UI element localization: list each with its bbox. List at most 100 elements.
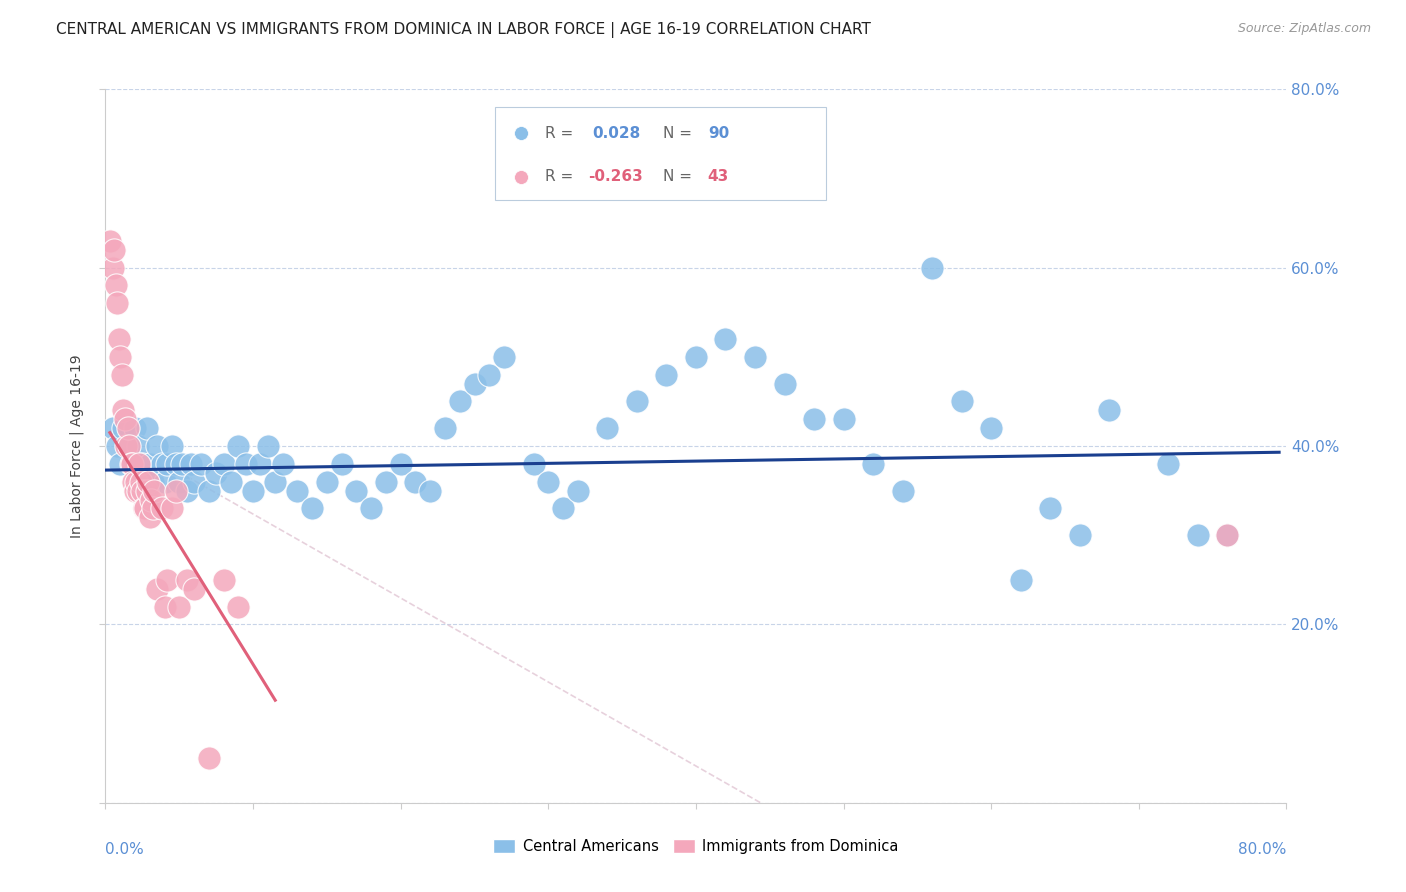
Point bbox=[537, 475, 560, 489]
Point bbox=[1069, 528, 1091, 542]
Text: 80.0%: 80.0% bbox=[1239, 842, 1286, 857]
Point bbox=[142, 501, 165, 516]
Point bbox=[165, 483, 187, 498]
Point bbox=[405, 475, 427, 489]
Point bbox=[205, 466, 228, 480]
Point bbox=[107, 332, 129, 346]
Text: 90: 90 bbox=[707, 126, 730, 141]
Point bbox=[492, 350, 515, 364]
Point bbox=[160, 501, 183, 516]
Text: N =: N = bbox=[662, 169, 697, 184]
Point bbox=[551, 501, 574, 516]
Point bbox=[1216, 528, 1239, 542]
Point bbox=[131, 457, 153, 471]
Point bbox=[124, 483, 146, 498]
Point bbox=[287, 483, 309, 498]
Point bbox=[226, 439, 250, 453]
Point bbox=[212, 457, 235, 471]
Point bbox=[242, 483, 264, 498]
Point bbox=[522, 457, 544, 471]
Point bbox=[197, 751, 219, 765]
Point bbox=[135, 421, 157, 435]
Point bbox=[125, 475, 148, 489]
Point bbox=[1039, 501, 1062, 516]
Point bbox=[117, 421, 139, 435]
Point bbox=[1157, 457, 1180, 471]
Point bbox=[110, 350, 132, 364]
Point bbox=[138, 510, 162, 524]
Point bbox=[950, 394, 973, 409]
Text: N =: N = bbox=[662, 126, 697, 141]
Point bbox=[1216, 528, 1239, 542]
Point bbox=[464, 376, 486, 391]
Point bbox=[112, 421, 135, 435]
Point bbox=[105, 439, 128, 453]
Point bbox=[315, 475, 337, 489]
Point bbox=[169, 475, 191, 489]
Point bbox=[1010, 573, 1032, 587]
Point bbox=[120, 457, 142, 471]
Point bbox=[156, 457, 179, 471]
Text: 0.0%: 0.0% bbox=[105, 842, 145, 857]
Point bbox=[803, 412, 825, 426]
Point bbox=[138, 457, 162, 471]
Point bbox=[146, 439, 169, 453]
Point bbox=[891, 483, 914, 498]
Point bbox=[567, 483, 589, 498]
Point bbox=[156, 573, 179, 587]
Text: R =: R = bbox=[544, 126, 578, 141]
Point bbox=[478, 368, 501, 382]
Point bbox=[127, 483, 149, 498]
Point bbox=[112, 403, 135, 417]
Text: -0.263: -0.263 bbox=[589, 169, 644, 184]
Point bbox=[111, 368, 134, 382]
Point bbox=[117, 439, 139, 453]
Point bbox=[150, 457, 173, 471]
Text: Source: ZipAtlas.com: Source: ZipAtlas.com bbox=[1237, 22, 1371, 36]
Point bbox=[114, 412, 136, 426]
Point bbox=[374, 475, 398, 489]
Point bbox=[773, 376, 796, 391]
Point bbox=[330, 457, 353, 471]
Point bbox=[103, 243, 125, 257]
Point bbox=[249, 457, 271, 471]
FancyBboxPatch shape bbox=[495, 107, 825, 200]
Point bbox=[132, 501, 155, 516]
Point bbox=[714, 332, 737, 346]
Point bbox=[101, 260, 124, 275]
Point bbox=[626, 394, 648, 409]
Point bbox=[105, 296, 128, 310]
Point bbox=[143, 483, 166, 498]
Point bbox=[134, 501, 156, 516]
Text: CENTRAL AMERICAN VS IMMIGRANTS FROM DOMINICA IN LABOR FORCE | AGE 16-19 CORRELAT: CENTRAL AMERICAN VS IMMIGRANTS FROM DOMI… bbox=[56, 22, 872, 38]
Point bbox=[124, 421, 146, 435]
Point bbox=[142, 475, 165, 489]
Point bbox=[118, 439, 141, 453]
Point bbox=[256, 439, 278, 453]
Point bbox=[150, 501, 173, 516]
Point bbox=[121, 457, 143, 471]
Point bbox=[128, 457, 150, 471]
Point bbox=[121, 457, 143, 471]
Point bbox=[136, 475, 159, 489]
Point bbox=[389, 457, 412, 471]
Point bbox=[176, 573, 198, 587]
Point bbox=[862, 457, 884, 471]
Point bbox=[131, 483, 153, 498]
Point bbox=[346, 483, 368, 498]
Point bbox=[176, 483, 198, 498]
Point bbox=[212, 573, 235, 587]
Point bbox=[110, 457, 132, 471]
Point bbox=[449, 394, 471, 409]
Text: R =: R = bbox=[544, 169, 578, 184]
Point bbox=[115, 439, 138, 453]
Point bbox=[160, 439, 183, 453]
Point bbox=[153, 475, 176, 489]
Point bbox=[271, 457, 294, 471]
Point bbox=[98, 234, 121, 248]
Legend: Central Americans, Immigrants from Dominica: Central Americans, Immigrants from Domin… bbox=[488, 832, 904, 860]
Point bbox=[226, 599, 250, 614]
Point bbox=[190, 457, 212, 471]
Point bbox=[141, 492, 163, 507]
Point bbox=[129, 475, 152, 489]
